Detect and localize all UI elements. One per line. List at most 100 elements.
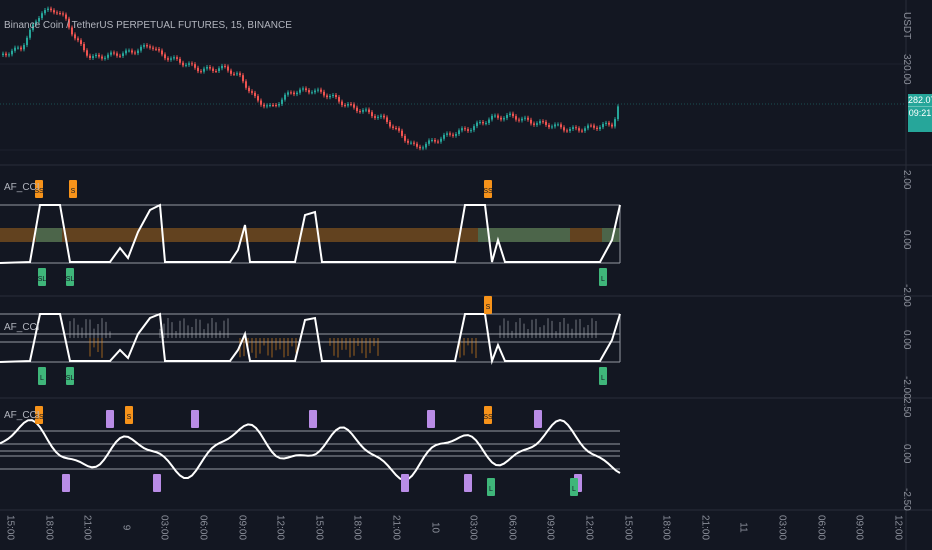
candle-body: [440, 138, 442, 142]
signal-marker: [464, 474, 472, 492]
signal-marker: [106, 410, 114, 428]
candle-body: [536, 123, 538, 125]
candle-body: [47, 8, 49, 11]
candle-body: [179, 58, 181, 63]
candle-body: [41, 13, 43, 19]
candle-body: [416, 143, 418, 147]
candle-body: [122, 53, 124, 57]
candle-body: [95, 54, 97, 57]
time-tick: 21:00: [390, 514, 402, 541]
candle-body: [158, 49, 160, 51]
candle-body: [449, 133, 451, 135]
candle-body: [152, 47, 154, 49]
signal-marker-label: SS: [483, 414, 493, 421]
candle-body: [431, 139, 433, 141]
cci-line: [0, 203, 621, 264]
candle-body: [119, 55, 121, 57]
candle-body: [473, 126, 475, 131]
candle-body: [575, 127, 577, 129]
candle-body: [53, 10, 55, 13]
symbol-title[interactable]: Binance Coin / TetherUS PERPETUAL FUTURE…: [4, 20, 292, 31]
candle-body: [65, 14, 67, 19]
candle-body: [200, 71, 202, 73]
candle-body: [353, 104, 355, 108]
candle-body: [269, 105, 271, 107]
signal-marker-label: L: [601, 276, 605, 283]
candle-body: [215, 70, 217, 72]
candle-body: [311, 92, 313, 94]
candle-body: [104, 57, 106, 59]
candle-body: [581, 130, 583, 132]
candle-body: [83, 44, 85, 51]
candle-body: [410, 142, 412, 144]
candle-body: [503, 118, 505, 120]
time-tick: 18:00: [43, 514, 55, 541]
candle-body: [386, 117, 388, 122]
signal-marker: [62, 474, 70, 492]
candle-body: [284, 94, 286, 100]
signal-marker: [153, 474, 161, 492]
candlestick-series: [2, 6, 619, 151]
candle-body: [308, 90, 310, 93]
candle-body: [161, 50, 163, 55]
indicator-title-1[interactable]: AF_CCI: [4, 182, 40, 193]
signal-marker: [487, 478, 495, 496]
signal-marker-label: SL: [66, 375, 75, 382]
candle-body: [539, 121, 541, 124]
candle-body: [407, 140, 409, 143]
candle-body: [560, 124, 562, 128]
signal-marker: [35, 180, 43, 198]
candle-body: [515, 116, 517, 120]
candle-body: [74, 34, 76, 39]
candle-body: [533, 123, 535, 125]
candle-body: [143, 45, 145, 47]
candle-body: [59, 13, 61, 15]
signal-marker: [484, 406, 492, 424]
signal-marker: [125, 406, 133, 424]
indicator-title-2[interactable]: AF_CCI: [4, 322, 40, 333]
candle-body: [227, 66, 229, 71]
candle-body: [29, 29, 31, 38]
candle-body: [587, 125, 589, 129]
signal-marker: [66, 367, 74, 385]
candle-body: [593, 125, 595, 128]
candle-body: [194, 64, 196, 68]
indicator-title-3[interactable]: AF_CCI: [4, 410, 40, 421]
pane3-tick: 2.50: [901, 398, 912, 418]
candle-body: [131, 50, 133, 53]
candle-body: [506, 114, 508, 119]
time-tick: 03:00: [158, 514, 170, 541]
candle-body: [467, 129, 469, 131]
candle-body: [257, 96, 259, 101]
candle-body: [197, 67, 199, 72]
candle-body: [209, 67, 211, 69]
candle-body: [389, 121, 391, 127]
candle-body: [404, 135, 406, 141]
candle-body: [50, 8, 52, 11]
price-tick: 320.00: [901, 54, 912, 85]
candle-body: [176, 57, 178, 59]
candle-body: [545, 121, 547, 125]
candle-body: [497, 115, 499, 118]
candle-body: [2, 53, 4, 55]
pane1-tick: 2.00: [901, 170, 912, 190]
histogram: [69, 318, 597, 358]
candle-body: [599, 127, 601, 130]
candle-body: [92, 56, 94, 59]
candle-body: [107, 54, 109, 58]
candle-body: [332, 94, 334, 96]
candle-body: [368, 109, 370, 113]
candle-body: [323, 91, 325, 96]
candle-body: [185, 64, 187, 66]
candle-body: [542, 121, 544, 123]
signal-marker-label: S: [71, 188, 76, 195]
candle-body: [455, 134, 457, 136]
candle-body: [365, 109, 367, 111]
time-tick: 03:00: [776, 514, 788, 541]
candle-body: [476, 122, 478, 127]
candle-body: [464, 128, 466, 130]
candle-body: [314, 90, 316, 93]
candle-body: [401, 130, 403, 136]
candle-body: [458, 130, 460, 135]
